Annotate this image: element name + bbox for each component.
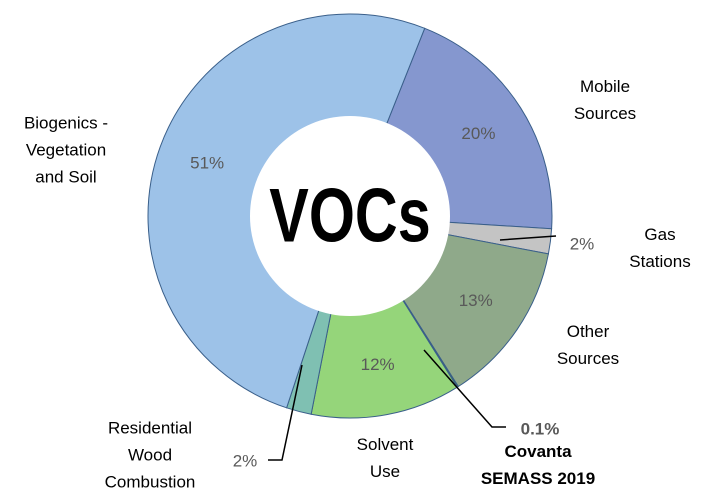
- center-title: VOCs: [269, 174, 430, 259]
- value-label: 2%: [233, 451, 258, 470]
- category-label: Biogenics - Vegetation and Soil: [23, 113, 109, 187]
- category-label: Residential Wood Combustion: [104, 418, 196, 492]
- value-label: 2%: [570, 234, 595, 253]
- value-label: 51%: [190, 154, 224, 173]
- leader-line: [268, 364, 303, 461]
- category-label: Gas Stations: [629, 225, 691, 271]
- category-label: Mobile Sources: [573, 77, 637, 123]
- category-label: Other Sources: [556, 322, 620, 368]
- leader-line: [423, 349, 506, 428]
- value-label: 20%: [461, 124, 495, 143]
- category-label: Solvent Use: [356, 435, 414, 481]
- category-label: Covanta SEMASS 2019: [480, 442, 596, 488]
- value-label: 13%: [459, 291, 493, 310]
- value-label: 12%: [361, 355, 395, 374]
- leader-line: [499, 235, 557, 241]
- donut-hole: [250, 116, 450, 316]
- value-label: 0.1%: [521, 419, 560, 438]
